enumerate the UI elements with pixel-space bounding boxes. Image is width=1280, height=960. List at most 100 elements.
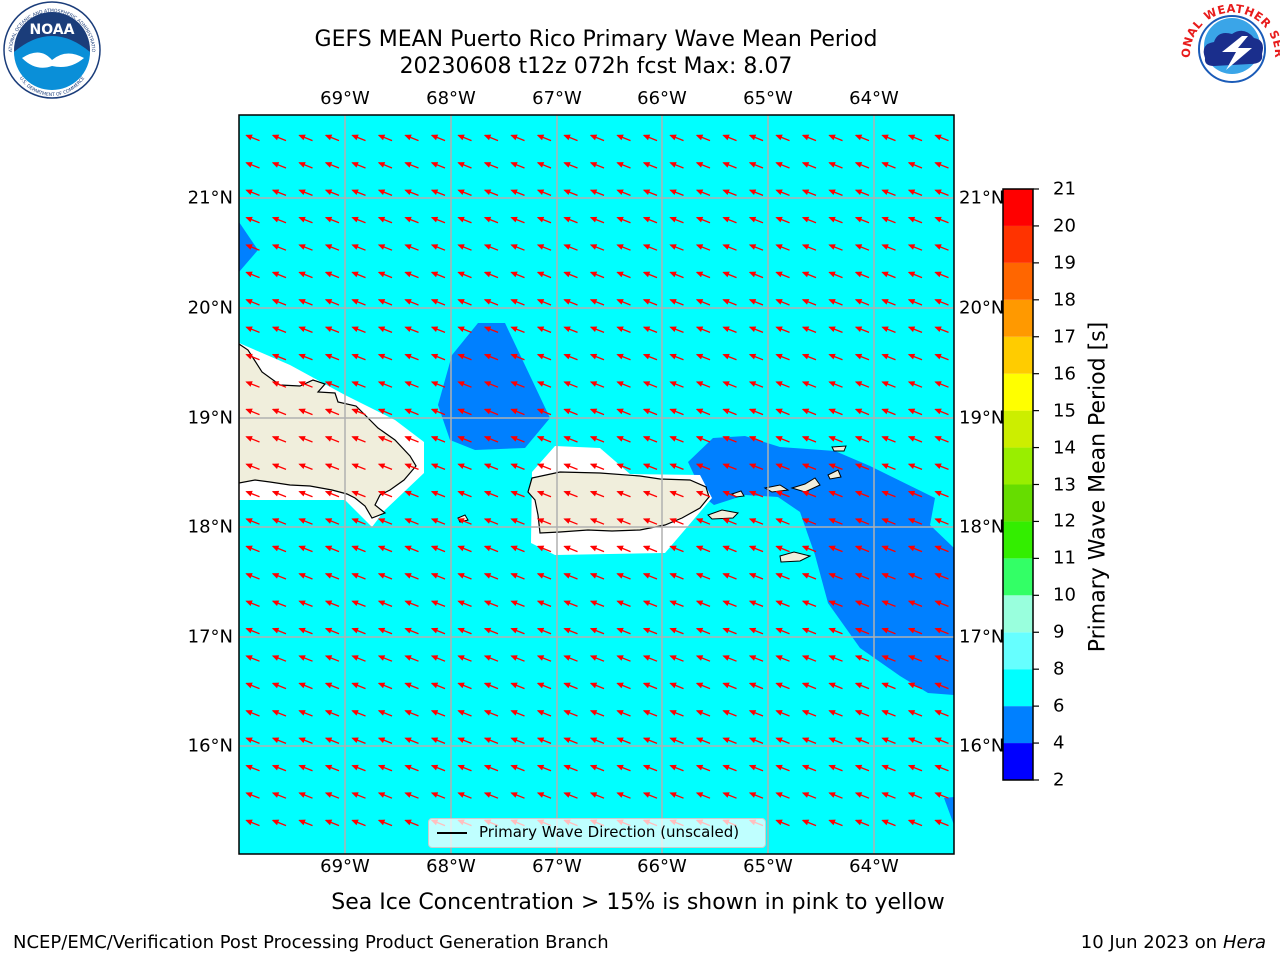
wave-arrow-head (377, 518, 386, 524)
colorbar-tick-label: 20 (1053, 215, 1076, 237)
wave-arrow-head (404, 408, 412, 415)
wave-arrow-head (430, 792, 439, 798)
wave-arrow-head (616, 436, 624, 442)
wave-arrow-head (854, 682, 863, 689)
wave-arrow-head (457, 326, 465, 333)
wave-arrow-head (669, 463, 677, 470)
wave-arrow-head (881, 655, 889, 661)
wave-arrow-head (616, 655, 624, 661)
wave-arrow-head (907, 573, 916, 579)
wave-arrow-head (430, 162, 439, 168)
wave-arrow-head (510, 326, 518, 333)
wave-arrow-head (828, 381, 836, 387)
lat-label-left: 21°N (187, 187, 233, 209)
wave-arrow-head (775, 737, 783, 744)
wave-arrow-head (722, 792, 730, 798)
wave-arrow-head (775, 682, 783, 689)
wave-arrow-head (934, 189, 942, 196)
wave-arrow-head (775, 134, 783, 141)
wave-arrow-head (722, 381, 730, 387)
wave-arrow-head (324, 134, 333, 141)
wave-arrow-head (589, 764, 598, 771)
lon-label-top: 69°W (320, 88, 370, 109)
wave-arrow-head (907, 244, 916, 250)
wave-arrow-head (377, 600, 386, 607)
wave-arrow-head (854, 381, 863, 387)
wave-arrow-head (536, 737, 545, 744)
wave-arrow-head (828, 518, 836, 524)
lon-label-top: 67°W (532, 88, 582, 109)
wave-arrow-head (271, 682, 280, 689)
wave-arrow-head (695, 518, 704, 524)
wave-arrow-head (324, 490, 333, 497)
wave-arrow-head (881, 271, 889, 278)
wave-arrow-head (642, 545, 651, 552)
wave-arrow-head (404, 436, 412, 442)
wave-arrow-head (695, 244, 704, 250)
wave-arrow-head (854, 573, 863, 579)
wave-arrow-head (642, 326, 651, 333)
wave-arrow-head (536, 792, 545, 798)
sombrero-island (831, 445, 847, 452)
wave-arrow-head (828, 655, 836, 661)
wave-arrow-head (881, 299, 889, 305)
wave-arrow-head (404, 710, 412, 716)
wave-arrow-head (589, 490, 598, 497)
wave-arrow-head (298, 545, 306, 552)
wave-arrow-head (669, 216, 677, 223)
wave-arrow-head (642, 408, 651, 415)
wave-arrow-head (404, 271, 412, 278)
wave-arrow-head (377, 271, 386, 278)
wave-arrow-head (430, 271, 439, 278)
wave-arrow-head (907, 518, 916, 524)
legend-label: Primary Wave Direction (unscaled) (479, 823, 740, 841)
wave-arrow-head (377, 189, 386, 196)
wave-arrow-head (669, 299, 677, 305)
wave-arrow-head (801, 244, 810, 250)
lat-label-left: 17°N (187, 626, 233, 648)
map-frame (238, 114, 955, 855)
wave-arrow-head (298, 655, 306, 661)
wave-arrow-head (589, 545, 598, 552)
wave-arrow-head (616, 627, 624, 634)
wave-arrow-head (775, 244, 783, 250)
wave-arrow-head (377, 490, 386, 497)
wave-arrow-head (510, 463, 518, 470)
wave-arrow-head (828, 573, 836, 579)
wave-arrow-head (483, 189, 492, 196)
wave-arrow-head (695, 353, 704, 360)
wave-arrow-head (351, 244, 359, 250)
wave-arrow-head (775, 299, 783, 305)
wave-arrow-head (801, 408, 810, 415)
wave-arrow-head (404, 819, 412, 826)
wave-arrow-head (775, 463, 783, 470)
wave-arrow-head (748, 573, 757, 579)
wave-arrow-head (563, 710, 571, 716)
wave-arrow-head (669, 490, 677, 497)
wave-arrow-head (934, 682, 942, 689)
wave-arrow-head (748, 216, 757, 223)
colorbar-segment (1003, 595, 1033, 633)
wave-arrow-head (801, 518, 810, 524)
wave-arrow-head (536, 682, 545, 689)
wave-arrow-head (748, 518, 757, 524)
wave-arrow-head (907, 436, 916, 442)
wave-arrow-head (430, 408, 439, 415)
wave-arrow-head (377, 573, 386, 579)
wave-arrow-head (510, 244, 518, 250)
wave-arrow-head (669, 764, 677, 771)
wave-arrow-head (245, 573, 253, 579)
wave-arrow-head (722, 764, 730, 771)
st-thomas-island (763, 484, 790, 493)
wave-arrow-head (722, 655, 730, 661)
date-text: 10 Jun 2023 on (1080, 932, 1218, 953)
wave-arrow-head (351, 655, 359, 661)
wave-arrow-head (642, 655, 651, 661)
wave-arrow-head (483, 463, 492, 470)
wave-arrow-head (669, 710, 677, 716)
wave-arrow-head (589, 353, 598, 360)
wave-arrow-head (775, 792, 783, 798)
wave-arrow-head (351, 518, 359, 524)
wave-arrow-head (510, 490, 518, 497)
wave-arrow-head (722, 408, 730, 415)
